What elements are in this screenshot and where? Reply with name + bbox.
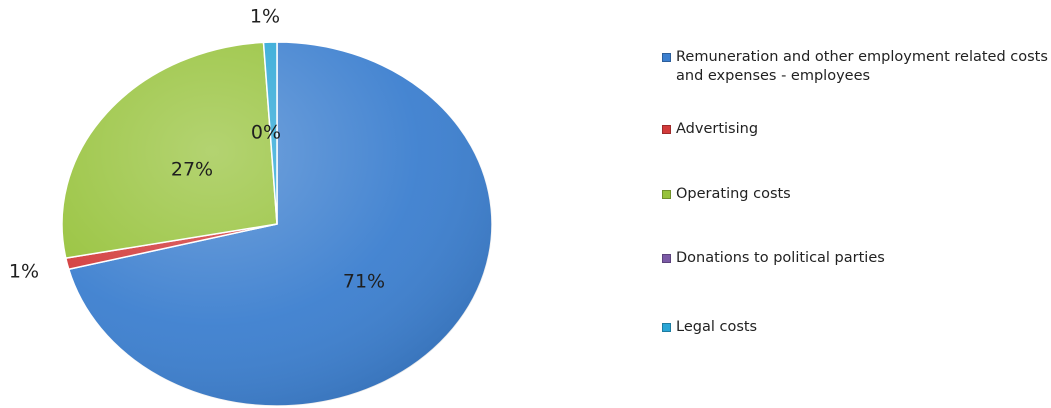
legend-label-remuneration-and-other-employment-related-costs-and-expenses-employees: Remuneration and other employment relate… [676, 49, 1048, 84]
legend-swatch-advertising [662, 125, 671, 134]
data-label-operating-costs: 27% [171, 159, 213, 181]
legend-swatch-donations-to-political-parties [662, 254, 671, 263]
legend-item-donations-to-political-parties: Donations to political parties [662, 249, 1048, 268]
pie-labels: 71% 1% 27% 0% 1% [9, 6, 385, 293]
pie-slices [61, 41, 493, 407]
data-label-remuneration-and-other-employment-related-costs-and-expenses-employees: 71% [343, 271, 385, 293]
legend-item-operating-costs: Operating costs [662, 185, 1048, 204]
legend-item-legal-costs: Legal costs [662, 318, 1048, 337]
legend-label-donations-to-political-parties: Donations to political parties [676, 250, 885, 266]
legend-item-advertising: Advertising [662, 120, 1048, 139]
legend-label-operating-costs: Operating costs [676, 186, 791, 202]
data-label-legal-costs: 1% [250, 6, 280, 28]
slice-operating-costs [61, 41, 278, 259]
data-label-advertising: 1% [9, 261, 39, 283]
data-label-donations-to-political-parties: 0% [251, 122, 281, 144]
legend-swatch-remuneration-and-other-employment-related-costs-and-expenses-employees [662, 53, 671, 62]
legend-swatch-legal-costs [662, 323, 671, 332]
legend-label-legal-costs: Legal costs [676, 319, 758, 335]
legend-swatch-operating-costs [662, 190, 671, 199]
legend-item-remuneration-and-other-employment-related-costs-and-expenses-employees: Remuneration and other employment relate… [662, 48, 1048, 86]
legend-label-advertising: Advertising [676, 121, 759, 137]
